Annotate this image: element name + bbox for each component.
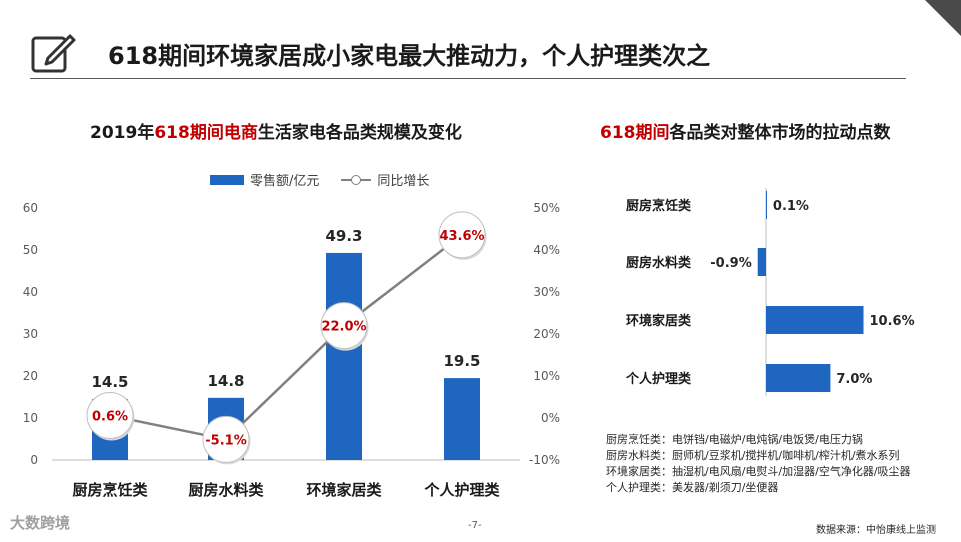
hbar-value-label: -0.9% <box>710 256 751 271</box>
growth-marker <box>438 211 486 259</box>
y-right-tick: 20% <box>533 327 560 341</box>
y-right-tick: 50% <box>533 201 560 215</box>
growth-value-label: 22.0% <box>321 320 366 335</box>
corner-decoration <box>925 0 961 36</box>
left-title-highlight: 618期间电商 <box>154 123 258 143</box>
growth-marker <box>202 415 250 463</box>
note-kitchen-cooking: 厨房烹饪类：电饼铛/电磁炉/电炖锅/电饭煲/电压力锅 <box>606 433 863 446</box>
bar-value-label: 14.5 <box>91 373 128 391</box>
y-right-tick: -10% <box>529 453 560 467</box>
right-title-post: 各品类对整体市场的拉动点数 <box>669 123 891 143</box>
category-label: 厨房水料类 <box>188 481 264 499</box>
category-label: 环境家居类 <box>306 481 382 499</box>
edit-icon <box>31 34 76 73</box>
hbar-category-label: 厨房水料类 <box>626 255 692 271</box>
hbar-category-label: 环境家居类 <box>626 313 692 329</box>
hbar <box>766 364 831 392</box>
right-chart-title: 618期间各品类对整体市场的拉动点数 <box>600 118 891 143</box>
note-personal-care: 个人护理类：美发器/剃须刀/坐便器 <box>606 481 779 494</box>
category-notes: 厨房烹饪类：电饼铛/电磁炉/电炖锅/电饭煲/电压力锅 厨房水料类：厨师机/豆浆机… <box>606 432 911 496</box>
y-left-tick: 20 <box>23 369 38 383</box>
note-home-environment: 环境家居类：抽湿机/电风扇/电熨斗/加湿器/空气净化器/吸尘器 <box>606 465 911 478</box>
hbar-category-label: 厨房烹饪类 <box>626 198 692 214</box>
category-label: 厨房烹饪类 <box>72 481 148 499</box>
bar-value-label: 49.3 <box>325 227 362 245</box>
category-label: 个人护理类 <box>423 481 500 499</box>
hbar-value-label: 7.0% <box>836 372 872 387</box>
y-left-tick: 60 <box>23 201 38 215</box>
growth-marker <box>86 391 134 439</box>
hbar <box>757 248 766 276</box>
growth-marker <box>320 302 368 350</box>
title-divider <box>30 78 906 79</box>
y-right-tick: 40% <box>533 243 560 257</box>
left-chart-title: 2019年618期间电商生活家电各品类规模及变化 <box>90 118 462 143</box>
bar <box>444 378 480 460</box>
y-left-tick: 0 <box>30 453 38 467</box>
growth-line <box>109 233 463 441</box>
y-left-tick: 30 <box>23 327 38 341</box>
watermark-logo: 大数跨境 <box>10 514 71 532</box>
hbar <box>766 191 767 219</box>
page-number: -7- <box>468 520 482 531</box>
bar-value-label: 14.8 <box>207 372 244 390</box>
hbar <box>766 306 864 334</box>
legend-line-label: 同比增长 <box>377 174 430 189</box>
growth-value-label: 0.6% <box>92 409 128 424</box>
left-title-pre: 2019年 <box>90 123 155 143</box>
growth-value-label: 43.6% <box>439 229 484 244</box>
right-title-highlight: 618期间 <box>600 123 670 143</box>
y-left-tick: 50 <box>23 243 38 257</box>
hbar-value-label: 0.1% <box>773 199 809 214</box>
page-title: 618期间环境家居成小家电最大推动力，个人护理类次之 <box>108 42 711 70</box>
chart-legend: 零售额/亿元 同比增长 <box>210 170 429 189</box>
y-left-tick: 10 <box>23 411 38 425</box>
hbar-category-label: 个人护理类 <box>625 371 692 387</box>
data-source: 数据来源：中怡康线上监测 <box>816 525 936 536</box>
growth-value-label: -5.1% <box>205 433 246 448</box>
y-right-tick: 10% <box>533 369 560 383</box>
legend-line-swatch <box>341 174 372 186</box>
y-right-tick: 30% <box>533 285 560 299</box>
bar-value-label: 19.5 <box>443 352 480 370</box>
y-left-tick: 40 <box>23 285 38 299</box>
y-right-tick: 0% <box>541 411 560 425</box>
left-title-post: 生活家电各品类规模及变化 <box>257 123 462 143</box>
legend-bar-label: 零售额/亿元 <box>250 174 320 189</box>
legend-bar-swatch <box>210 174 244 185</box>
bar <box>326 252 362 460</box>
hbar-value-label: 10.6% <box>870 314 915 329</box>
note-kitchen-beverage: 厨房水料类：厨师机/豆浆机/搅拌机/咖啡机/榨汁机/煮水系列 <box>606 449 900 462</box>
